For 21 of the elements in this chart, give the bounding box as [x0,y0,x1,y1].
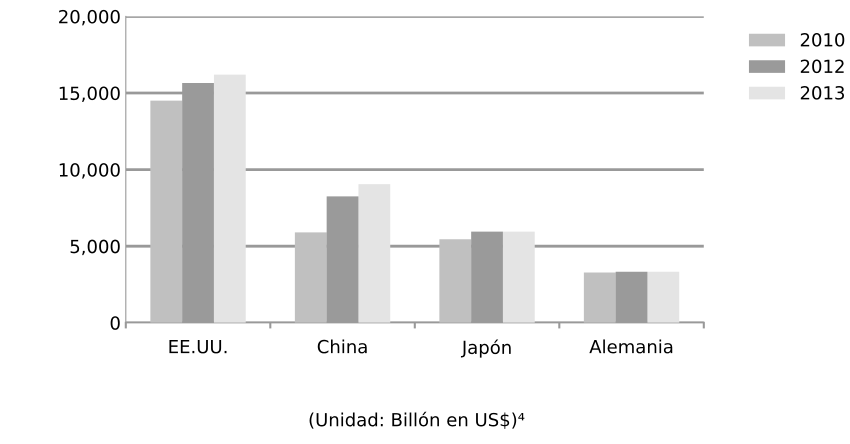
bar [647,272,680,323]
y-tick-label: 5,000 [70,240,120,256]
bar [439,239,472,323]
legend-label: 2013 [800,86,844,100]
x-tick-label: China [318,339,367,354]
bar [358,184,390,323]
y-tick-label: 20,000 [59,10,120,26]
bar [584,272,616,323]
bar [150,100,182,323]
y-tick-label: 10,000 [60,163,120,179]
y-tick-label: 0 [110,316,120,330]
bar [294,232,327,323]
text: (Unidad: Billón en US$)⁴ [310,412,524,429]
bar [502,232,535,323]
x-tick-label: EE.UU. [169,340,226,354]
y-tick-label: 15,000 [60,86,120,102]
bar [214,74,246,323]
legend-label: 2010 [800,32,844,47]
x-tick-label: Japón [460,339,511,358]
legend-label: 2012 [800,60,844,74]
x-tick-label: Alemania [589,339,672,354]
